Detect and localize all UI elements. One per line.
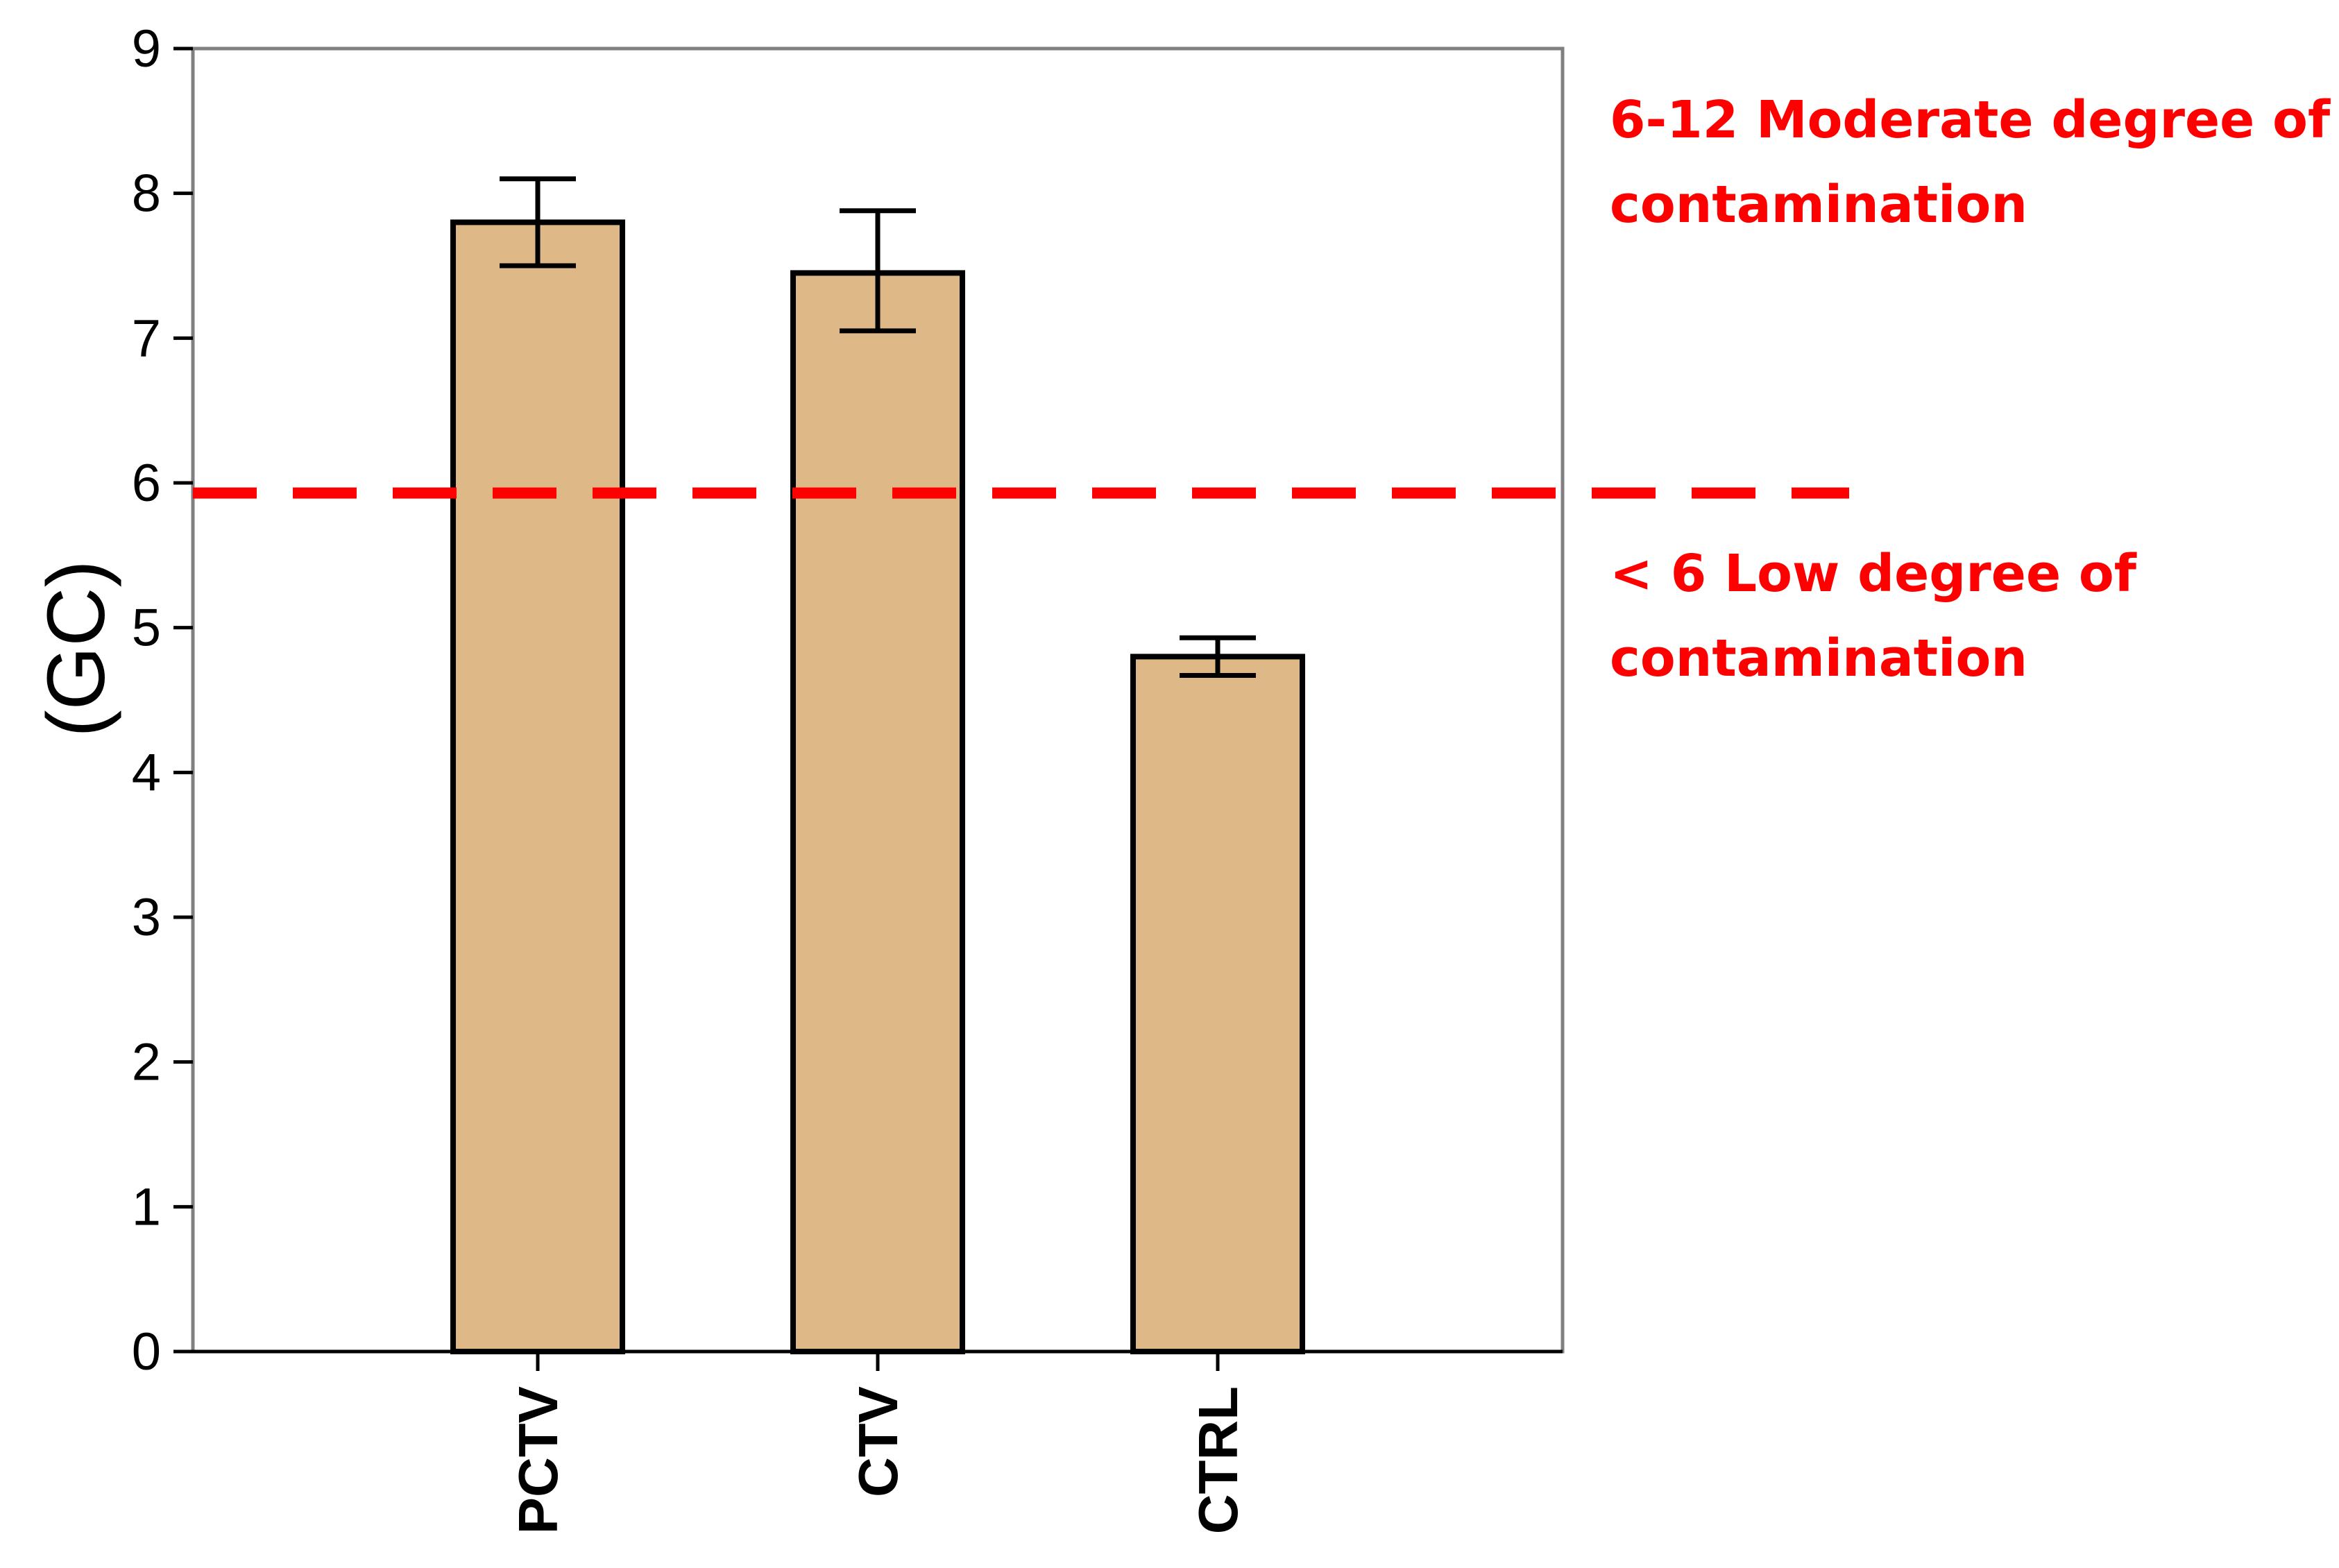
y-tick-label: 6: [132, 454, 161, 513]
y-axis-title: (GC): [31, 560, 122, 738]
error-bar-pctv: [500, 176, 576, 269]
annotation-lower-line-2: contamination: [1610, 629, 2027, 688]
annotation-lower-line-1: < 6 Low degree of: [1610, 544, 2137, 604]
x-tick-label-ctv: CTV: [847, 1386, 909, 1497]
y-tick-label: 0: [132, 1322, 161, 1381]
bars: [450, 219, 1305, 1354]
y-axis: 0 1 2 3 4 5 6 7 8 9: [132, 19, 193, 1381]
y-tick-label: 8: [132, 164, 161, 223]
annotation-upper-line-2: contamination: [1610, 175, 2027, 235]
bar-ctv: [790, 270, 965, 1354]
error-bar-ctv: [840, 208, 916, 334]
y-tick-label: 3: [132, 888, 161, 947]
bar-ctrl: [1130, 654, 1305, 1354]
y-tick-label: 1: [132, 1177, 161, 1236]
annotation-upper-line-1: 6-12 Moderate degree of: [1610, 90, 2331, 150]
x-axis: PCTV CTV CTRL: [173, 1349, 1563, 1534]
bar-pctv: [450, 219, 625, 1354]
y-tick-label: 7: [132, 309, 161, 368]
y-tick-label: 5: [132, 599, 161, 658]
y-tick-label: 4: [132, 743, 161, 802]
x-tick-label-pctv: PCTV: [507, 1386, 569, 1534]
annotations: 6-12 Moderate degree of contamination < 6 …: [1610, 90, 2331, 688]
error-bar-ctrl: [1180, 635, 1256, 679]
y-tick-label: 9: [132, 19, 161, 78]
error-bars: [500, 176, 1256, 679]
y-tick-label: 2: [132, 1033, 161, 1092]
x-tick-label-ctrl: CTRL: [1187, 1386, 1249, 1534]
